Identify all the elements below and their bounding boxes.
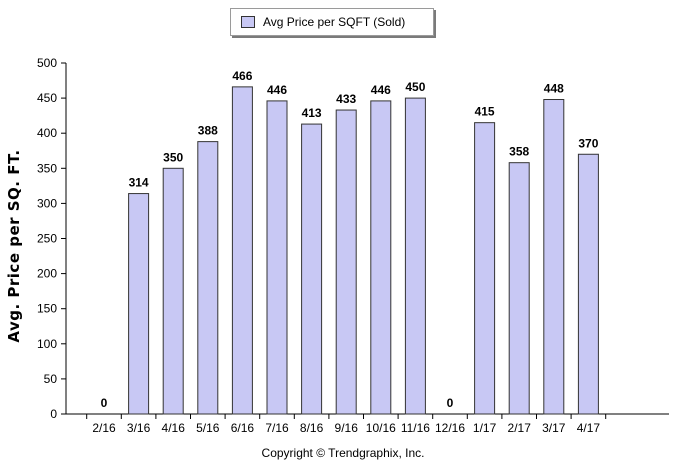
legend: Avg Price per SQFT (Sold) [230, 8, 434, 36]
bar [577, 153, 599, 415]
x-tick-label: 4/16 [162, 421, 186, 435]
bar [474, 122, 496, 415]
legend-label: Avg Price per SQFT (Sold) [263, 15, 406, 29]
bars [128, 86, 599, 415]
x-tick-label: 3/17 [542, 421, 566, 435]
x-tick-label: 8/16 [300, 421, 324, 435]
data-label: 433 [336, 92, 356, 106]
data-labels: 0 314 350 388 466 446 413 433 446 450 0 415 358 448 37… [101, 69, 599, 410]
bar [370, 100, 392, 415]
x-tick-label: 2/17 [508, 421, 532, 435]
data-label: 350 [163, 150, 183, 164]
legend-swatch [241, 16, 255, 28]
data-label: 0 [101, 396, 108, 410]
data-label: 446 [267, 83, 287, 97]
data-label: 0 [447, 396, 454, 410]
y-tick-label: 200 [37, 267, 57, 281]
y-tick-label: 100 [37, 337, 57, 351]
x-tick-label: 5/16 [196, 421, 220, 435]
y-tick-label: 400 [37, 126, 57, 140]
x-tick-label: 3/16 [127, 421, 151, 435]
data-label: 415 [475, 105, 495, 119]
data-label: 450 [405, 80, 425, 94]
data-label: 448 [544, 82, 564, 96]
data-label: 314 [129, 176, 149, 190]
bar [266, 100, 288, 415]
x-tick-label: 1/17 [473, 421, 497, 435]
bar [231, 86, 253, 415]
axes: 0 50 100 150 200 250 300 350 400 450 500 2/16 3/16 4/… [37, 56, 669, 435]
bar [197, 141, 219, 415]
y-tick-label: 50 [44, 372, 58, 386]
y-tick-label: 500 [37, 56, 57, 70]
y-axis-label: Avg. Price per SQ. FT. [5, 149, 23, 343]
bar [508, 162, 530, 415]
y-tick-label: 300 [37, 196, 57, 210]
data-label: 388 [198, 124, 218, 138]
data-label: 466 [232, 69, 252, 83]
y-tick-label: 0 [50, 407, 57, 421]
y-tick-label: 350 [37, 161, 57, 175]
bar [128, 193, 150, 415]
data-label: 358 [509, 145, 529, 159]
bar [301, 123, 323, 415]
bar [335, 109, 357, 415]
copyright-footer: Copyright © Trendgraphix, Inc. [261, 446, 425, 460]
x-tick-label: 2/16 [92, 421, 116, 435]
x-tick-label: 11/16 [401, 421, 430, 435]
data-label: 446 [371, 83, 391, 97]
x-tick-label: 4/17 [577, 421, 601, 435]
bar [162, 167, 184, 415]
y-tick-label: 450 [37, 91, 57, 105]
y-tick-label: 150 [37, 302, 57, 316]
bar [543, 99, 565, 415]
data-label: 370 [578, 136, 598, 150]
x-tick-label: 12/16 [435, 421, 465, 435]
x-tick-label: 6/16 [231, 421, 255, 435]
x-tick-label: 9/16 [335, 421, 359, 435]
y-tick-label: 250 [37, 232, 57, 246]
x-tick-label: 7/16 [265, 421, 289, 435]
x-tick-label: 10/16 [366, 421, 396, 435]
bar [404, 97, 426, 415]
data-label: 413 [302, 106, 322, 120]
